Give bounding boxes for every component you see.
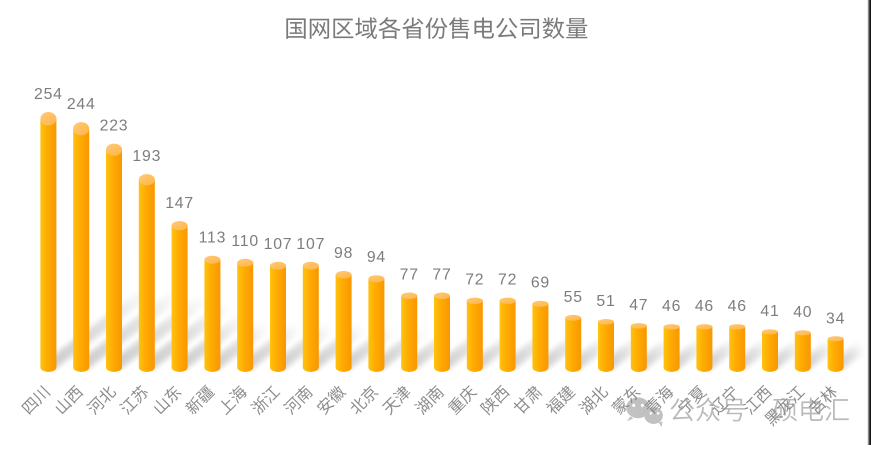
svg-text:46: 46: [695, 298, 714, 315]
svg-text:147: 147: [165, 195, 194, 212]
svg-text:77: 77: [400, 267, 419, 284]
svg-text:94: 94: [367, 249, 386, 266]
svg-text:47: 47: [629, 297, 648, 314]
svg-text:46: 46: [728, 298, 747, 315]
svg-text:46: 46: [662, 298, 681, 315]
svg-text:55: 55: [564, 289, 583, 306]
svg-text:254: 254: [34, 86, 63, 103]
svg-text:51: 51: [596, 293, 615, 310]
svg-text:72: 72: [465, 272, 484, 289]
svg-text:34: 34: [826, 310, 845, 327]
svg-text:223: 223: [100, 118, 129, 135]
svg-text:107: 107: [296, 236, 325, 253]
svg-text:41: 41: [760, 303, 779, 320]
svg-text:98: 98: [334, 245, 353, 262]
svg-text:107: 107: [264, 236, 293, 253]
svg-text:244: 244: [67, 96, 96, 113]
svg-text:77: 77: [432, 267, 451, 284]
svg-text:113: 113: [199, 230, 227, 247]
svg-text:40: 40: [793, 304, 812, 321]
svg-text:69: 69: [531, 275, 550, 292]
svg-text:72: 72: [498, 272, 517, 289]
svg-text:110: 110: [231, 233, 259, 250]
svg-text:193: 193: [132, 148, 161, 165]
